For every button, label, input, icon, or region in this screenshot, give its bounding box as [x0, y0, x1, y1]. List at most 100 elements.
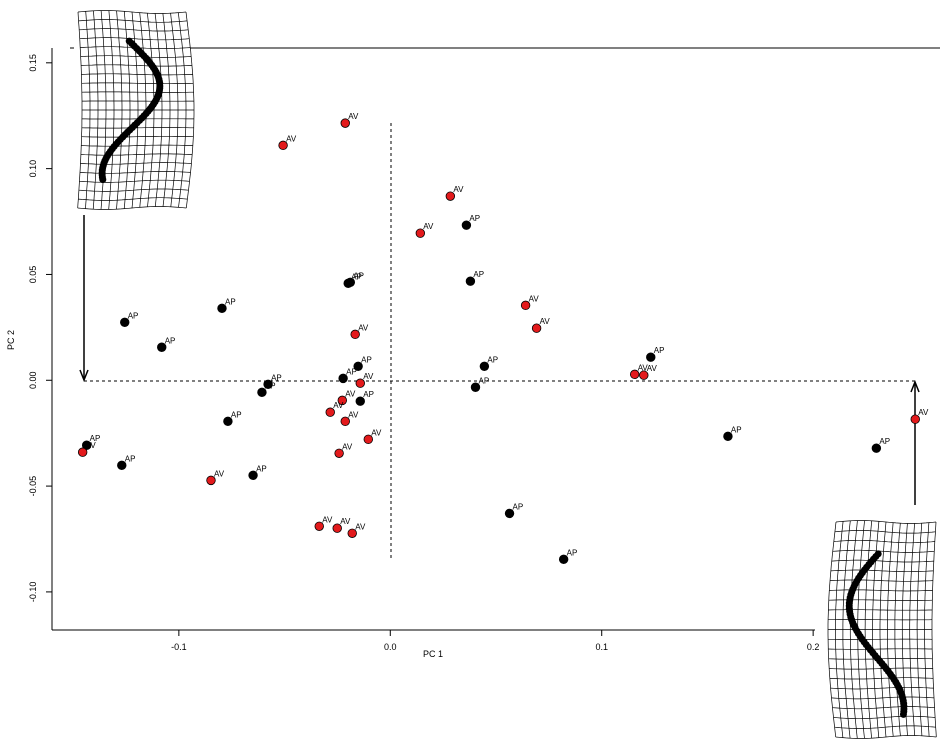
point-label: AV — [363, 372, 374, 381]
y-tick-label: -0.10 — [28, 582, 38, 603]
point — [217, 303, 227, 314]
point-label: AP — [487, 355, 498, 364]
outline-point — [99, 176, 107, 184]
point-label: AP — [469, 214, 480, 223]
point-label: AV — [423, 222, 434, 231]
point — [353, 361, 363, 372]
grid-warp — [834, 530, 936, 534]
grid-warp — [830, 569, 934, 573]
point-label: AV — [358, 323, 369, 332]
point-label: AP — [90, 434, 101, 443]
point — [337, 395, 347, 406]
point — [81, 440, 92, 450]
outline-point — [899, 710, 907, 718]
point-label: AP — [361, 355, 372, 364]
point — [465, 276, 476, 286]
point-label: AV — [348, 112, 359, 121]
point-label: AP — [731, 425, 742, 434]
point-label: AP — [363, 390, 374, 399]
point — [340, 416, 350, 427]
point-label: AP — [346, 367, 357, 376]
point-label: AV — [453, 185, 464, 194]
point — [355, 396, 365, 406]
point-label: AP — [231, 410, 242, 419]
arrows — [79, 215, 920, 505]
point — [257, 387, 267, 398]
point — [723, 431, 733, 442]
grid-warp — [78, 188, 189, 192]
point-label: AV — [918, 408, 929, 417]
point — [355, 378, 365, 388]
point-label: AP — [265, 381, 276, 390]
point — [263, 379, 273, 389]
point-label: AP — [353, 271, 364, 280]
x-tick-label: -0.1 — [171, 642, 187, 652]
point — [470, 382, 481, 392]
point-label: AV — [342, 442, 353, 451]
point — [338, 373, 348, 384]
grid-warp — [80, 55, 192, 58]
point-label: AP — [125, 454, 136, 463]
point-label: AV — [355, 522, 366, 531]
point — [520, 300, 531, 311]
point-label: AP — [879, 437, 890, 446]
point — [350, 329, 360, 340]
grid-warp — [80, 153, 193, 156]
point-label: AV — [286, 134, 297, 143]
point — [479, 361, 490, 372]
grid-warp — [829, 667, 933, 670]
point-label: AP — [256, 464, 267, 473]
point-label: AV — [348, 410, 359, 419]
grid-warp — [81, 73, 193, 76]
grid-warp — [80, 162, 192, 165]
point-label: AP — [128, 311, 139, 320]
y-tick-label: 0.05 — [28, 266, 38, 284]
grid-warp — [829, 579, 933, 582]
point — [206, 475, 216, 486]
point — [363, 434, 373, 445]
point — [871, 443, 882, 453]
grid-warp — [832, 706, 935, 710]
y-tick-label: 0.10 — [28, 160, 38, 178]
grid-warp — [78, 19, 188, 23]
deformation-grids — [74, 8, 940, 741]
grid-warp — [828, 609, 933, 611]
grid-warp — [81, 144, 193, 147]
x-axis-title: PC 1 — [423, 649, 443, 659]
grid-warp — [833, 715, 936, 720]
point-label: AV — [540, 317, 551, 326]
grid-warp — [829, 677, 934, 680]
point — [504, 508, 515, 519]
point — [157, 342, 167, 352]
point — [639, 370, 649, 380]
point — [461, 220, 472, 230]
grid-warp — [81, 82, 194, 85]
grid-warp — [832, 549, 935, 553]
grid-warp — [835, 735, 937, 739]
point-label: AP — [225, 297, 236, 306]
point-label: AP — [165, 336, 176, 345]
point-label: AP — [271, 373, 282, 382]
grid-warp — [81, 91, 194, 93]
point-label: AV — [86, 441, 97, 450]
x-tick-label: 0.1 — [595, 642, 608, 652]
point — [345, 277, 356, 287]
grid-warp — [81, 127, 194, 129]
point-label: AP — [654, 346, 665, 355]
point — [558, 554, 569, 565]
grid-warp — [79, 28, 189, 32]
grid-warp — [829, 589, 933, 592]
grid-warp — [77, 10, 187, 14]
point-label: AP — [351, 272, 362, 281]
point — [334, 448, 344, 458]
point-label: AV — [638, 363, 649, 372]
point — [117, 460, 127, 471]
grid-warp — [834, 725, 936, 729]
y-tick-label: -0.05 — [28, 476, 38, 497]
point — [910, 414, 920, 424]
grid-warp — [77, 206, 187, 210]
point-label: AV — [529, 294, 540, 303]
point-label: AV — [345, 389, 356, 398]
point — [415, 228, 426, 238]
